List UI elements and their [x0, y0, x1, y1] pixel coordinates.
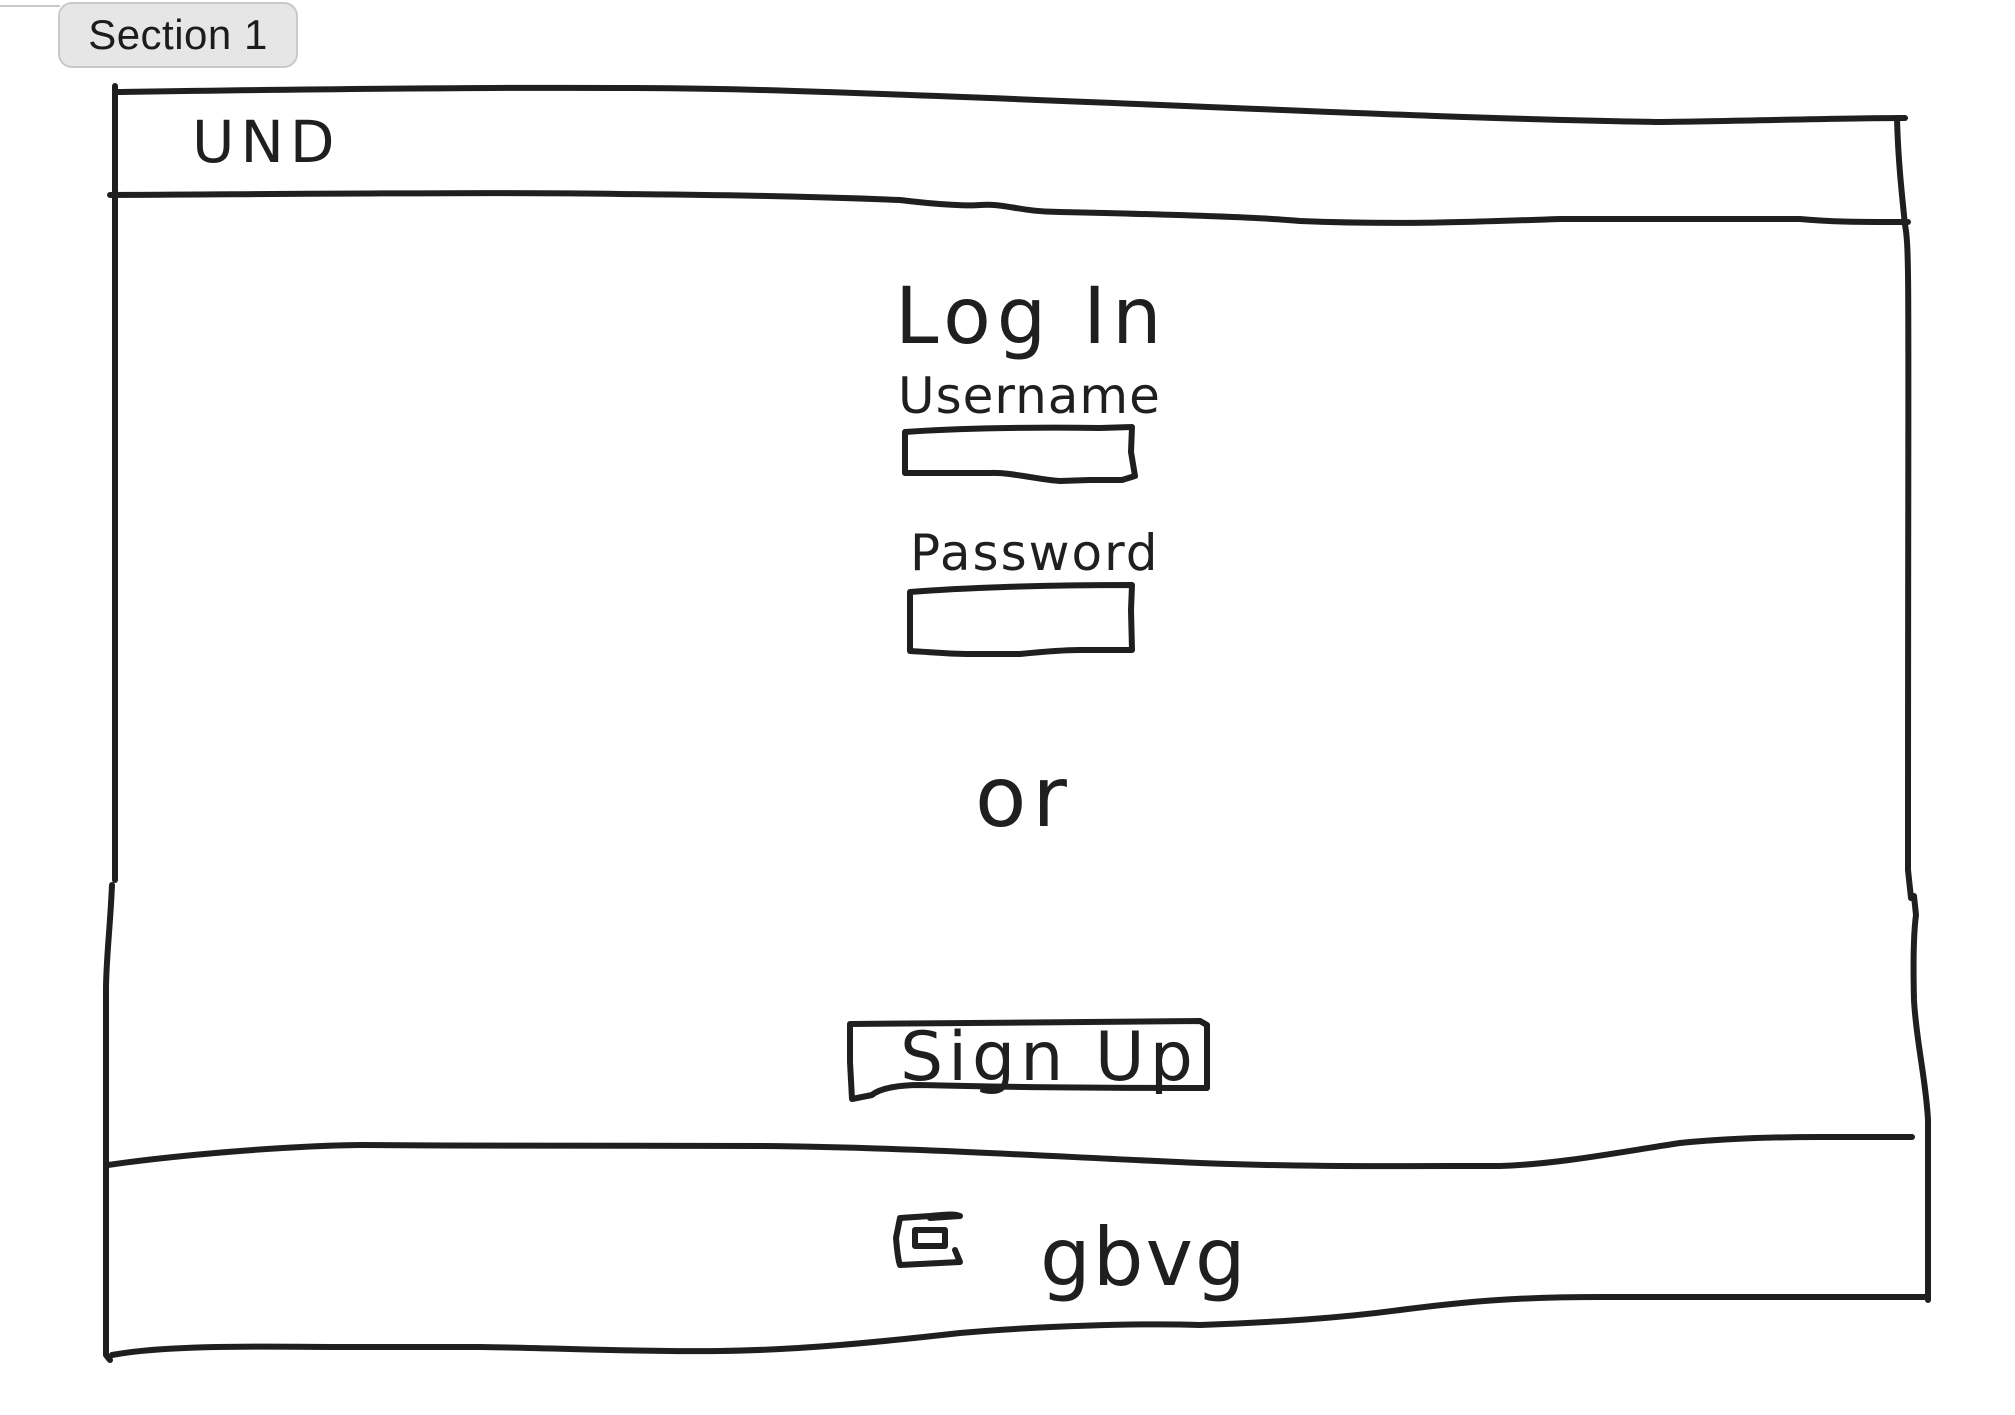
copyright-icon [893, 1211, 963, 1268]
username-label: Username [898, 367, 1161, 425]
signup-button-label[interactable]: Sign Up [900, 1018, 1198, 1097]
password-label: Password [910, 524, 1160, 582]
login-title: Log In [895, 272, 1168, 362]
signup-button[interactable] [847, 1018, 1210, 1102]
header-divider [107, 190, 1911, 226]
footer-divider [105, 1134, 1915, 1170]
username-input[interactable] [902, 424, 1138, 484]
logo-text: UND [192, 108, 341, 176]
or-divider: or [975, 748, 1073, 846]
frame-top-edge [112, 84, 1908, 125]
section-tab[interactable]: Section 1 [58, 2, 298, 68]
password-input[interactable] [907, 582, 1135, 657]
frame-left-edge-lower [103, 882, 115, 1363]
canvas-edge [0, 5, 60, 7]
frame-right-edge [1894, 115, 1931, 1303]
footer-text: gbvg [1040, 1211, 1248, 1304]
frame-bottom-edge [109, 1294, 1931, 1358]
